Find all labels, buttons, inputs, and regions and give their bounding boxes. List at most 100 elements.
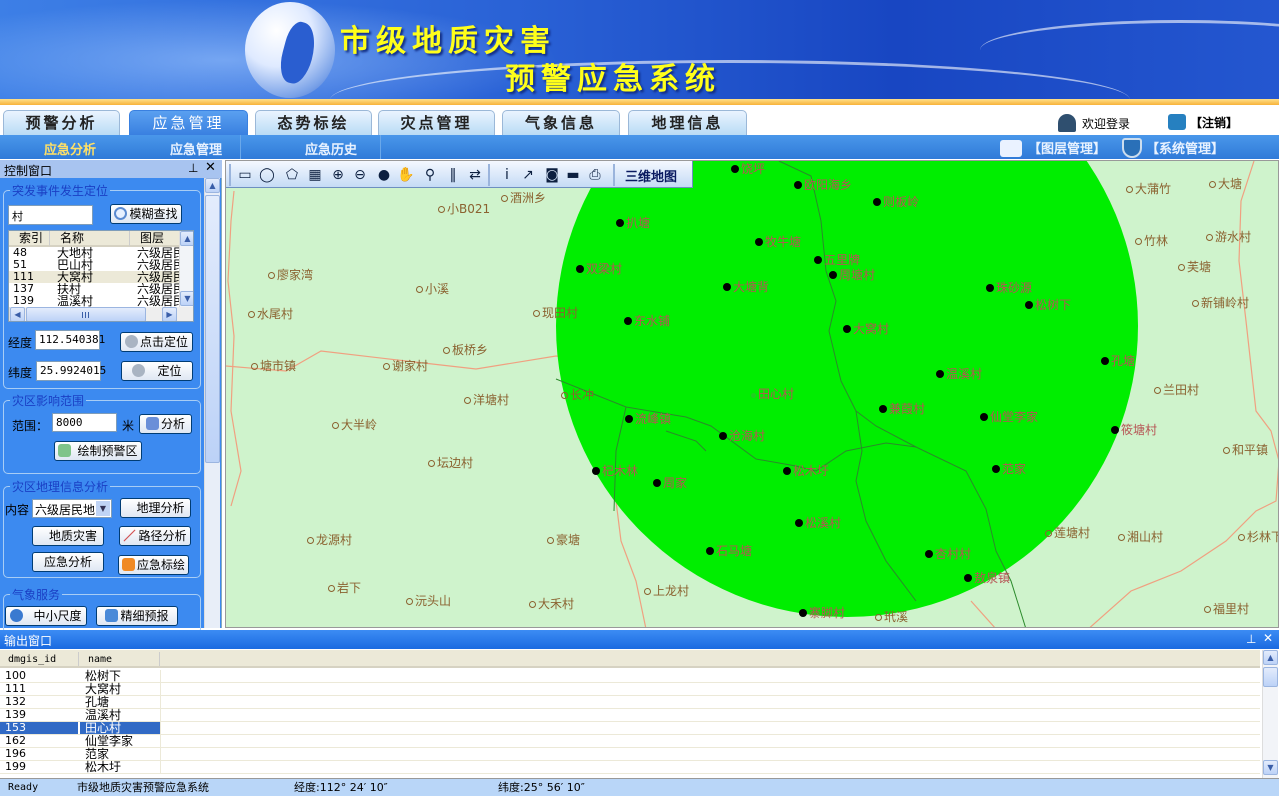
map-place-in-zone[interactable]: 大窝村: [843, 322, 889, 336]
save-disk-icon[interactable]: ◙: [545, 167, 559, 183]
grid-row[interactable]: 51 巴山村 六级居民地: [9, 259, 179, 271]
col-header-layer[interactable]: 图层: [129, 231, 179, 247]
print-icon[interactable]: ⎙: [589, 167, 601, 183]
col-header-index[interactable]: 索引: [9, 231, 49, 247]
map-place-out-zone[interactable]: 大塘: [1209, 177, 1242, 191]
map-place-in-zone[interactable]: 仙堂李家: [980, 410, 1038, 424]
map-place-in-zone[interactable]: 松溪村: [795, 516, 841, 530]
map-place-out-zone[interactable]: 兰田村: [1154, 383, 1199, 397]
output-vscroll[interactable]: ▲ ▼: [1262, 650, 1278, 778]
scroll-left-icon[interactable]: ◀: [10, 307, 25, 321]
meso-scale-button[interactable]: 中小尺度: [5, 606, 87, 626]
map-place-out-zone[interactable]: 大半岭: [332, 418, 377, 432]
map-place-out-zone[interactable]: 长冲: [561, 388, 594, 402]
welcome-login[interactable]: 欢迎登录: [1058, 114, 1130, 132]
close-icon[interactable]: ✕: [205, 160, 216, 175]
info-icon[interactable]: i: [505, 167, 509, 183]
map-place-out-zone[interactable]: 洋塘村: [464, 393, 509, 407]
scroll-up-icon[interactable]: ▲: [180, 231, 193, 246]
map-place-in-zone[interactable]: 扒塘: [616, 216, 650, 230]
grid-hscroll[interactable]: ◀ ▶: [9, 307, 193, 321]
ruler-icon[interactable]: ▭: [238, 167, 252, 183]
pin-icon[interactable]: ⊥: [188, 161, 199, 175]
analyze-button[interactable]: 分析: [139, 414, 192, 434]
map-place-in-zone[interactable]: 石马塘: [706, 544, 752, 558]
map-place-out-zone[interactable]: 沅头山: [406, 594, 451, 608]
map-place-out-zone[interactable]: 上龙村: [644, 584, 689, 598]
lon-input[interactable]: 112.540381: [35, 330, 105, 350]
map-place-in-zone[interactable]: 范家: [992, 462, 1026, 476]
col-header-name[interactable]: name: [88, 654, 113, 665]
map-place-in-zone[interactable]: 松木圩: [783, 464, 829, 478]
system-management-link[interactable]: 【系统管理】: [1122, 138, 1224, 158]
lat-input[interactable]: 25.9924015: [36, 361, 106, 381]
pin-icon[interactable]: ⊥: [1246, 632, 1257, 646]
map-place-in-zone[interactable]: 孔塘: [1101, 354, 1135, 368]
pan-hand-icon[interactable]: ✋: [397, 167, 415, 183]
grid-row[interactable]: 48 大地村 六级居民地: [9, 247, 179, 259]
control-vscroll[interactable]: ▲: [204, 178, 220, 628]
map-place-in-zone[interactable]: 牧牛塘: [755, 235, 801, 249]
output-row[interactable]: 199 松木圩: [0, 761, 1260, 774]
search-input[interactable]: 村: [8, 205, 93, 225]
locate-button[interactable]: 定位: [121, 361, 193, 381]
click-locate-button[interactable]: 点击定位: [120, 332, 193, 352]
map-place-out-zone[interactable]: 竹林: [1135, 234, 1168, 248]
map-place-out-zone[interactable]: 游水村: [1206, 230, 1251, 244]
scroll-up-icon[interactable]: ▲: [205, 178, 220, 193]
map-place-out-zone[interactable]: 湘山村: [1118, 530, 1163, 544]
map-place-in-zone[interactable]: 田心村: [751, 387, 794, 401]
output-row[interactable]: 196 范家: [0, 748, 1260, 761]
output-row[interactable]: 132 孔塘: [0, 696, 1260, 709]
map-view[interactable]: 饶坪 欧阳海乡 则板岭 扒塘 牧牛塘 五里牌 周塘村 双梁村 大塘背 东水铺 大窝村 温溪村 田心村 珠砂…: [225, 160, 1279, 628]
globe-icon[interactable]: ●: [377, 167, 391, 183]
scanner-icon[interactable]: ▬: [566, 167, 580, 183]
content-select[interactable]: 六级居民地 ▼: [32, 499, 112, 518]
logout-link[interactable]: 【注销】: [1168, 114, 1238, 131]
scroll-down-icon[interactable]: ▼: [1263, 760, 1278, 775]
map-place-out-zone[interactable]: 酒洲乡: [501, 191, 546, 205]
grid-row[interactable]: 137 扶村 六级居民地: [9, 283, 179, 295]
route-analysis-button[interactable]: 路径分析: [119, 526, 191, 546]
map-place-out-zone[interactable]: 芙塘: [1178, 260, 1211, 274]
zoom-out-icon[interactable]: ⊖: [354, 167, 366, 183]
col-header-dmgis-id[interactable]: dmgis_id: [8, 654, 57, 665]
swap-icon[interactable]: ⇄: [469, 167, 481, 183]
map-place-out-zone[interactable]: 和平镇: [1223, 443, 1268, 457]
subnav-emergency-analysis[interactable]: 应急分析: [44, 143, 97, 158]
map-place-in-zone[interactable]: 欧阳海乡: [794, 178, 852, 192]
grid-icon[interactable]: ▦: [308, 167, 322, 183]
layer-management-link[interactable]: 【图层管理】: [1000, 138, 1106, 157]
map-place-out-zone[interactable]: 莲塘村: [1045, 526, 1090, 540]
close-icon[interactable]: ✕: [1263, 631, 1274, 645]
output-row[interactable]: 139 温溪村: [0, 709, 1260, 722]
map-place-in-zone[interactable]: 周塘村: [829, 268, 875, 282]
map-place-out-zone[interactable]: 廖家湾: [268, 268, 313, 282]
map-place-in-zone[interactable]: 双梁村: [576, 262, 622, 276]
map-place-out-zone[interactable]: 小溪: [416, 282, 449, 296]
map-place-in-zone[interactable]: 寨脚村: [799, 606, 845, 620]
geo-hazard-button[interactable]: 地质灾害: [32, 526, 104, 546]
export-icon[interactable]: ↗: [522, 167, 534, 183]
fuzzy-search-button[interactable]: 模糊查找: [110, 204, 182, 224]
tab-disaster-point[interactable]: 灾点管理: [378, 110, 495, 135]
map-place-in-zone[interactable]: 东水铺: [624, 314, 670, 328]
map-place-in-zone[interactable]: 杞木林: [592, 464, 638, 478]
hscroll-thumb[interactable]: [26, 307, 146, 321]
scroll-right-icon[interactable]: ▶: [162, 307, 177, 321]
map-place-in-zone[interactable]: 大塘背: [723, 280, 769, 294]
map-place-in-zone[interactable]: 沧海村: [719, 429, 765, 443]
map-place-in-zone[interactable]: 珠砂源: [986, 281, 1032, 295]
3d-map-button[interactable]: 三维地图: [625, 170, 678, 185]
measure-polygon-icon[interactable]: ⬠: [285, 167, 299, 183]
tab-weather-info[interactable]: 气象信息: [502, 110, 620, 135]
map-place-out-zone[interactable]: 大禾村: [529, 597, 574, 611]
pause-icon[interactable]: ‖: [449, 167, 457, 183]
map-place-out-zone[interactable]: 水尾村: [248, 307, 293, 321]
scroll-thumb[interactable]: [205, 195, 220, 463]
map-place-in-zone[interactable]: 则板岭: [873, 195, 919, 209]
grid-row[interactable]: 111 大窝村 六级居民地: [9, 271, 179, 283]
output-row[interactable]: 153 田心村: [0, 722, 1260, 735]
map-place-in-zone[interactable]: 松树下: [1025, 298, 1071, 312]
map-place-out-zone[interactable]: 板桥乡: [443, 343, 488, 357]
